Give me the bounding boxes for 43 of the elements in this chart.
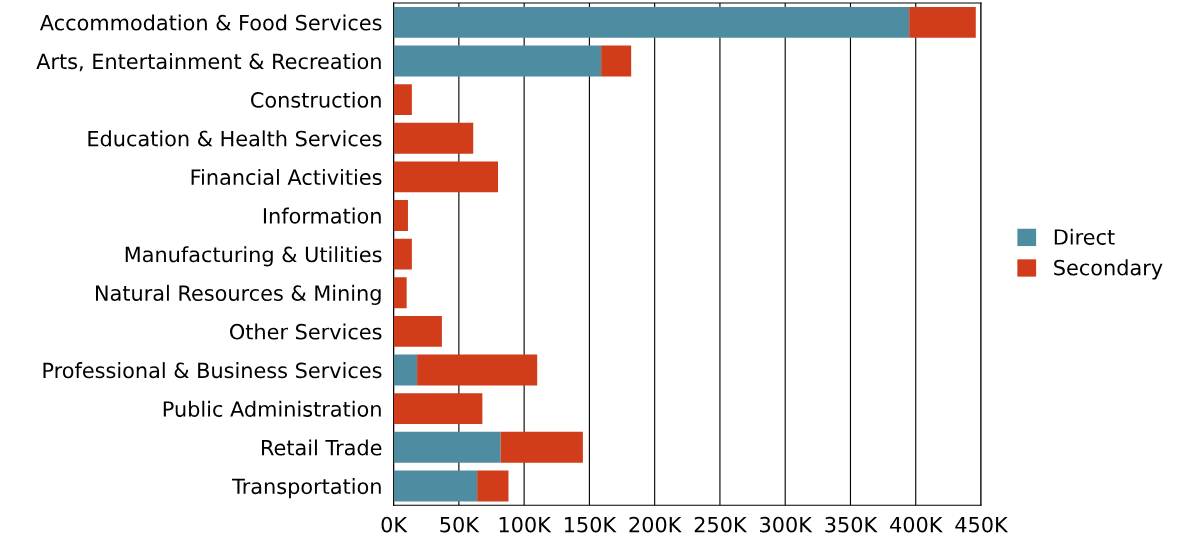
x-tick-label: 350K bbox=[825, 516, 878, 533]
bar bbox=[601, 45, 632, 77]
bar bbox=[477, 470, 509, 502]
y-tick-label: Construction bbox=[251, 91, 381, 108]
y-tick-label: Accommodation & Food Services bbox=[39, 14, 382, 31]
bar bbox=[393, 315, 442, 347]
bar bbox=[393, 393, 483, 425]
bar bbox=[393, 84, 412, 116]
y-tick-label: Education & Health Services bbox=[88, 130, 382, 147]
bar bbox=[909, 6, 976, 38]
x-tick-label: 100K bbox=[499, 516, 552, 533]
bar bbox=[393, 277, 407, 309]
y-tick-label: Transportation bbox=[232, 478, 381, 499]
bar bbox=[393, 161, 499, 193]
x-tick-label: 300K bbox=[760, 516, 813, 533]
y-tick-label: Natural Resources & Mining bbox=[96, 284, 381, 306]
y-tick-label: Arts, Entertainment & Recreation bbox=[36, 53, 381, 72]
y-tick-label: Public Administration bbox=[163, 400, 381, 417]
bar bbox=[393, 431, 501, 463]
y-tick-label: Manufacturing & Utilities bbox=[125, 246, 382, 267]
bar bbox=[393, 122, 474, 154]
bar bbox=[500, 431, 583, 463]
x-tick-label: 50K bbox=[440, 516, 480, 533]
legend-label: Secondary bbox=[1054, 259, 1163, 280]
x-tick-label: 450K bbox=[955, 516, 1009, 533]
x-tick-label: 0K bbox=[381, 516, 408, 533]
x-tick-label: 400K bbox=[890, 516, 943, 533]
bar bbox=[393, 6, 910, 38]
bar bbox=[417, 354, 538, 386]
x-tick-label: 150K bbox=[564, 516, 617, 533]
y-tick-label: Other Services bbox=[230, 323, 382, 340]
y-tick-label: Retail Trade bbox=[262, 439, 382, 456]
bar bbox=[393, 45, 602, 77]
bar bbox=[393, 470, 478, 502]
bar bbox=[393, 200, 408, 231]
y-tick-label: Information bbox=[263, 207, 381, 224]
bar bbox=[393, 238, 412, 270]
y-tick-label: Professional & Business Services bbox=[43, 362, 382, 379]
x-tick-label: 200K bbox=[629, 516, 682, 533]
x-tick-label: 250K bbox=[694, 516, 748, 533]
legend-label: Direct bbox=[1054, 228, 1115, 245]
y-tick-label: Financial Activities bbox=[191, 168, 382, 186]
bar bbox=[393, 354, 418, 386]
